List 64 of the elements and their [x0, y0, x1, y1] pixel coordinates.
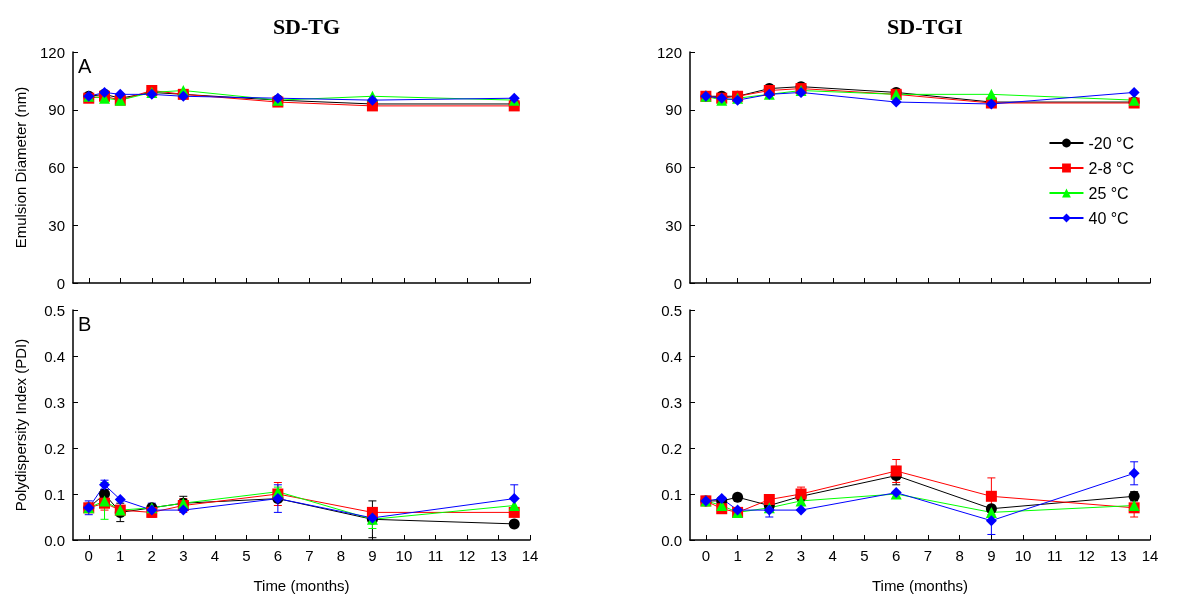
- x-tick-label: 10: [1014, 547, 1032, 564]
- annotation: B: [78, 313, 92, 335]
- x-tick-label: 4: [828, 547, 837, 564]
- x-tick-label: 8: [955, 547, 964, 564]
- x-tick-label: 3: [179, 547, 188, 564]
- annotation: A: [78, 55, 92, 77]
- y-tick-label: 0.5: [44, 301, 65, 319]
- x-tick-label: 12: [458, 547, 476, 564]
- y-tick-label: 0.4: [661, 347, 682, 365]
- y-tick-label: 0.1: [661, 485, 682, 503]
- y-tick-label: 120: [39, 43, 65, 61]
- x-tick-label: 3: [796, 547, 806, 564]
- y-tick-label: 0.3: [661, 393, 682, 411]
- x-tick-label: 1: [116, 547, 125, 564]
- x-tick-label: 13: [490, 547, 507, 564]
- x-tick-label: 0: [84, 547, 93, 564]
- x-tick-label: 8: [336, 547, 346, 564]
- legend-label: -20 °C: [1088, 134, 1135, 152]
- x-tick-label: 2: [765, 547, 774, 564]
- y-tick-label: 0: [56, 274, 65, 292]
- y-tick-label: 0.0: [661, 531, 682, 549]
- y-tick-label: 90: [48, 101, 65, 119]
- legend-label: 25 °C: [1088, 184, 1129, 202]
- y-tick-label: 0.5: [661, 301, 682, 319]
- x-tick-label: 14: [1141, 547, 1159, 564]
- x-tick-label: 6: [273, 547, 283, 564]
- chart-title: SD-TG: [272, 13, 341, 39]
- x-tick-label: 11: [427, 547, 444, 564]
- x-tick-label: 11: [1047, 547, 1063, 564]
- y-tick-label: 120: [656, 43, 682, 61]
- x-tick-label: 13: [1109, 547, 1127, 564]
- y-axis-title: Polydispersity Index (PDI): [12, 338, 29, 512]
- y-tick-label: 0.3: [44, 393, 65, 411]
- x-tick-label: 14: [521, 547, 539, 564]
- x-tick-label: 7: [923, 547, 933, 564]
- y-tick-label: 90: [665, 101, 682, 119]
- y-tick-label: 0.0: [44, 531, 65, 549]
- y-tick-label: 30: [48, 216, 65, 234]
- y-tick-label: 0.1: [44, 485, 65, 503]
- y-tick-label: 0: [673, 274, 682, 292]
- x-tick-label: 4: [210, 547, 219, 564]
- x-tick-label: 6: [892, 547, 901, 564]
- x-tick-label: 7: [305, 547, 314, 564]
- x-tick-label: 10: [395, 547, 413, 564]
- y-tick-label: 30: [665, 216, 682, 234]
- x-axis-title: Time (months): [253, 577, 350, 594]
- legend-label: 40 °C: [1088, 209, 1129, 227]
- x-tick-label: 9: [368, 547, 377, 564]
- x-axis-title: Time (months): [871, 577, 969, 594]
- x-tick-label: 5: [242, 547, 251, 564]
- x-tick-label: 5: [860, 547, 869, 564]
- x-tick-label: 2: [147, 547, 156, 564]
- y-tick-label: 0.4: [44, 347, 65, 365]
- x-tick-label: 1: [733, 547, 742, 564]
- x-tick-label: 12: [1078, 547, 1095, 564]
- y-tick-label: 0.2: [661, 439, 682, 457]
- y-tick-label: 0.2: [44, 439, 65, 457]
- chart-title: SD-TGI: [887, 13, 963, 39]
- legend-label: 2-8 °C: [1088, 159, 1135, 177]
- x-tick-label: 0: [701, 547, 711, 564]
- x-tick-label: 9: [987, 547, 996, 564]
- y-tick-label: 60: [665, 159, 682, 176]
- y-tick-label: 60: [48, 159, 65, 176]
- y-axis-title: Emulsion Diameter (nm): [12, 86, 29, 249]
